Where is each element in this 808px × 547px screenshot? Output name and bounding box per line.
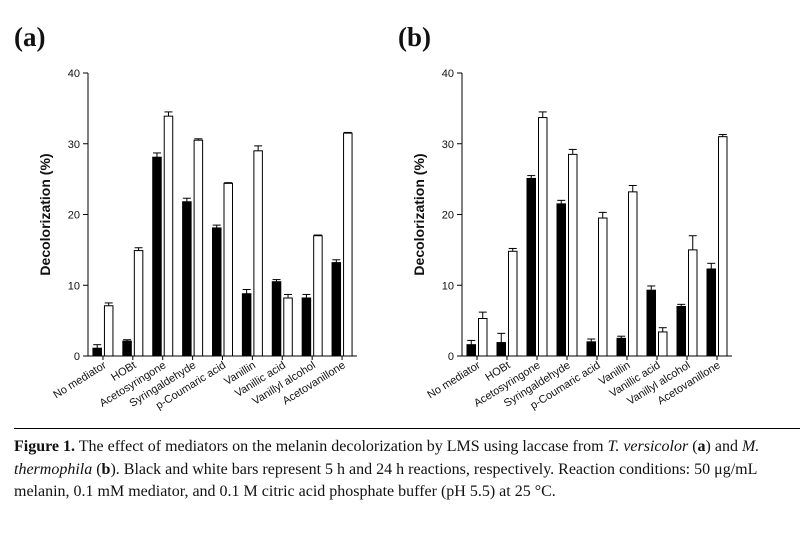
figure-charts: (a) 0 10 20 30 40 Decolorization (%) No mediato… xyxy=(14,22,732,412)
caption-text-3: ) and xyxy=(705,438,742,455)
caption-text-4: ( xyxy=(92,460,102,478)
bar-5h xyxy=(676,305,686,357)
caption-divider xyxy=(14,428,800,429)
bar-5h xyxy=(122,340,132,357)
bar-24h xyxy=(163,115,174,357)
figure-caption: Figure 1. The effect of mediators on the… xyxy=(14,436,800,504)
y-axis-label: Decolorization (%) xyxy=(411,153,427,275)
bar-5h xyxy=(646,289,656,357)
caption-label: Figure 1. xyxy=(14,438,76,455)
y-tick-label: 0 xyxy=(74,351,80,363)
y-tick-label: 20 xyxy=(68,210,80,222)
bar-5h xyxy=(331,262,342,357)
category-label: No mediator xyxy=(425,359,482,401)
bar-24h xyxy=(253,150,263,357)
bar-24h xyxy=(283,297,293,357)
bar-24h xyxy=(223,182,233,357)
bar-5h xyxy=(526,177,536,357)
bar-5h xyxy=(182,201,192,357)
bar-24h xyxy=(718,136,728,357)
bar-5h xyxy=(556,203,566,357)
bar-5h xyxy=(241,293,252,357)
bar-5h xyxy=(152,156,162,357)
caption-text-2: ( xyxy=(688,438,698,455)
bar-5h xyxy=(466,344,476,357)
y-tick-label: 40 xyxy=(68,68,80,80)
panel-label: (b) xyxy=(398,22,431,52)
bar-5h xyxy=(586,341,596,357)
caption-text-5: ). Black and white bars represent 5 h an… xyxy=(14,460,757,501)
bar-24h xyxy=(193,139,204,357)
panel-label: (a) xyxy=(14,22,45,52)
bar-24h xyxy=(103,305,114,357)
bar-24h xyxy=(508,250,518,357)
chart-panel-b: (b) 0 10 20 30 40 Decolorization (%) No mediato… xyxy=(398,22,732,412)
caption-panel-a: a xyxy=(697,438,706,455)
caption-organism-2: M. thermophila xyxy=(14,438,760,478)
y-tick-label: 40 xyxy=(442,68,454,80)
bar-24h xyxy=(688,249,698,357)
bar-24h xyxy=(628,191,638,357)
bar-24h xyxy=(658,331,668,357)
caption-text-1: The effect of mediators on the melanin d… xyxy=(75,438,608,455)
bar-5h xyxy=(92,347,102,357)
bar-5h xyxy=(301,297,312,357)
y-tick-label: 10 xyxy=(68,280,80,292)
bar-24h xyxy=(568,153,578,357)
bar-5h xyxy=(616,337,626,357)
bar-5h xyxy=(212,227,222,357)
y-tick-label: 20 xyxy=(442,210,454,222)
bar-24h xyxy=(133,250,144,357)
bar-5h xyxy=(706,268,716,357)
y-axis-label: Decolorization (%) xyxy=(37,153,53,275)
bar-24h xyxy=(598,217,608,357)
caption-panel-b: b xyxy=(101,460,111,478)
bar-5h xyxy=(271,281,282,357)
y-tick-label: 0 xyxy=(448,351,454,363)
bar-24h xyxy=(313,235,323,357)
y-tick-label: 30 xyxy=(68,139,80,151)
bar-24h xyxy=(538,117,548,357)
bar-5h xyxy=(496,342,506,357)
caption-organism-1: T. versicolor xyxy=(607,438,689,455)
y-tick-label: 10 xyxy=(442,280,454,292)
chart-panel-a: (a) 0 10 20 30 40 Decolorization (%) No mediato… xyxy=(14,22,357,412)
category-label: No mediator xyxy=(51,359,108,401)
bar-24h xyxy=(343,132,353,357)
bar-24h xyxy=(478,318,488,357)
y-tick-label: 30 xyxy=(442,139,454,151)
